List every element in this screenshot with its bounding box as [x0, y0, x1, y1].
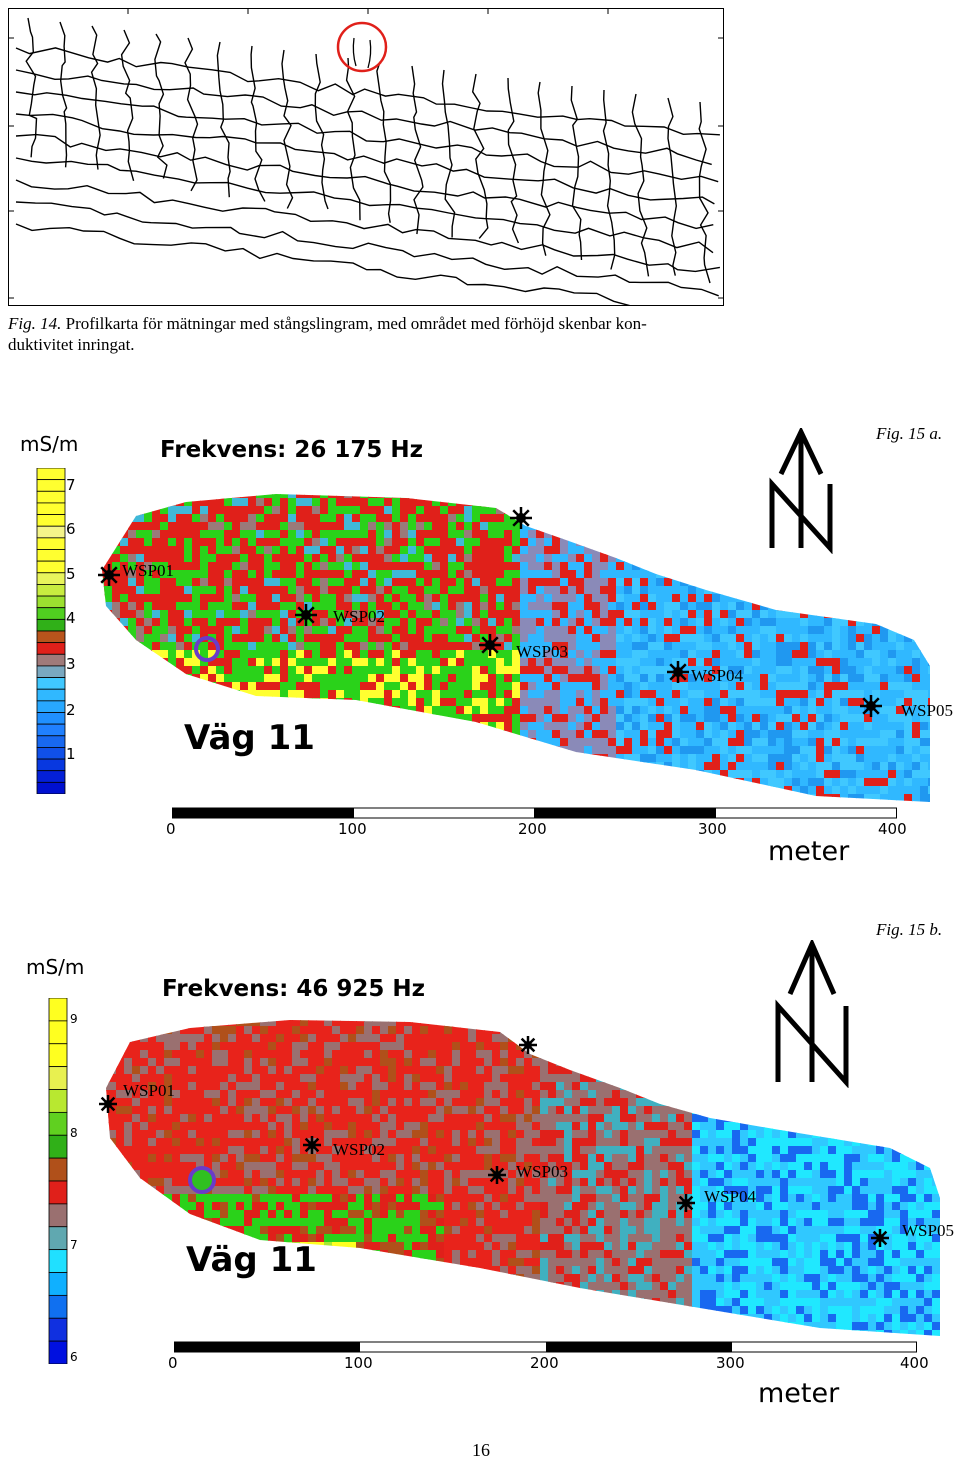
legend-tick: 6 [70, 1350, 78, 1364]
station-marker-icon [870, 1228, 890, 1248]
scale-bar-a [172, 806, 898, 820]
scale-label: 0 [168, 1354, 178, 1372]
scale-label: 300 [716, 1354, 745, 1372]
legend-tick: 2 [66, 701, 76, 719]
frequency-title-a: Frekvens: 26 175 Hz [160, 437, 423, 463]
frequency-title-b: Frekvens: 46 925 Hz [162, 976, 425, 1002]
figure-15a-label: Fig. 15 a. [876, 424, 942, 444]
station-marker-icon [478, 633, 502, 657]
station-marker-icon [487, 1165, 507, 1185]
figure-15b-label: Fig. 15 b. [876, 920, 942, 940]
caption-label: Fig. 14. [8, 314, 61, 333]
station-label: WSP05 [901, 701, 953, 721]
station-marker-icon [518, 1035, 538, 1055]
legend-tick: 3 [66, 655, 76, 673]
station-marker-icon [509, 506, 533, 530]
station-label: WSP01 [122, 561, 174, 581]
legend-ticks-a: 7 6 5 4 3 2 1 [66, 468, 86, 794]
station-marker-icon [294, 603, 318, 627]
legend-tick: 6 [66, 520, 76, 538]
legend-ticks-b: 9 8 7 6 [70, 998, 90, 1364]
profile-map-svg [8, 8, 724, 306]
station-marker-icon [302, 1135, 322, 1155]
scale-label: 300 [698, 820, 727, 838]
road-label-a: Väg 11 [184, 718, 315, 758]
legend-tick: 7 [70, 1238, 78, 1252]
station-label: WSP02 [333, 1140, 385, 1160]
legend-tick: 5 [66, 565, 76, 583]
station-label: WSP02 [333, 607, 385, 627]
station-marker-icon [676, 1193, 696, 1213]
station-label: WSP04 [704, 1187, 756, 1207]
legend-tick: 7 [66, 476, 76, 494]
scale-unit-a: meter [768, 836, 849, 867]
scale-label: 200 [530, 1354, 559, 1372]
scale-unit-b: meter [758, 1378, 839, 1409]
station-label: WSP05 [902, 1221, 954, 1241]
marker-ring-icon [186, 1164, 218, 1196]
station-marker-icon [97, 563, 121, 587]
scale-label: 400 [900, 1354, 929, 1372]
station-label: WSP04 [691, 666, 743, 686]
scale-bar-b [174, 1340, 918, 1354]
scale-label: 100 [344, 1354, 373, 1372]
station-label: WSP01 [123, 1081, 175, 1101]
legend-tick: 8 [70, 1126, 78, 1140]
road-label-b: Väg 11 [186, 1240, 317, 1280]
legend-title-a: mS/m [20, 432, 78, 456]
legend-tick: 9 [70, 1012, 78, 1026]
figure-14-caption: Fig. 14. Profilkarta för mätningar med s… [8, 313, 948, 355]
station-marker-icon [98, 1094, 118, 1114]
caption-text-line1: Profilkarta för mätningar med stångsling… [66, 314, 647, 333]
caption-text-line2: duktivitet inringat. [8, 335, 135, 354]
station-label: WSP03 [516, 642, 568, 662]
figure-14-map [8, 8, 724, 306]
scale-label: 0 [166, 820, 176, 838]
station-marker-icon [859, 694, 883, 718]
legend-tick: 1 [66, 745, 76, 763]
station-marker-icon [666, 660, 690, 684]
scale-label: 200 [518, 820, 547, 838]
legend-tick: 4 [66, 609, 76, 627]
scale-label: 400 [878, 820, 907, 838]
station-label: WSP03 [516, 1162, 568, 1182]
legend-title-b: mS/m [26, 955, 84, 979]
marker-ring-icon [192, 634, 222, 664]
scale-label: 100 [338, 820, 367, 838]
